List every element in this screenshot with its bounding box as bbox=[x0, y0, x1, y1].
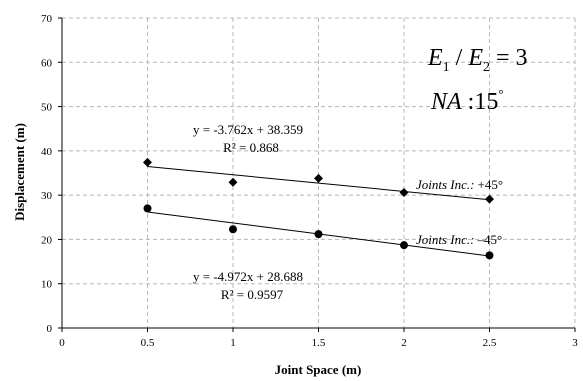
x-tick-label: 3 bbox=[572, 337, 578, 349]
y-tick-label: 20 bbox=[41, 234, 53, 246]
y-tick-label: 10 bbox=[41, 279, 53, 291]
series-label-lower-prefix: Joints Inc.: bbox=[416, 232, 474, 247]
y-tick-label: 70 bbox=[41, 13, 53, 25]
na-annotation: NA :15° bbox=[430, 86, 504, 115]
na-label: NA bbox=[430, 89, 462, 115]
data-point-series-1 bbox=[228, 177, 238, 187]
x-tick-label: 0 bbox=[59, 337, 65, 349]
ratio-e1: E bbox=[427, 45, 443, 71]
data-point-series-1 bbox=[399, 187, 409, 197]
y-tick-label: 0 bbox=[47, 323, 53, 335]
equation-upper: y = -3.762x + 38.359 bbox=[193, 122, 303, 137]
data-point-series-1 bbox=[485, 194, 494, 204]
y-axis-title: Displacement (m) bbox=[12, 123, 27, 221]
ratio-sub1: 1 bbox=[443, 60, 450, 75]
series-label-lower: Joints Inc.: –45° bbox=[416, 232, 502, 247]
y-tick-labels: 0 10 20 30 40 50 60 70 bbox=[41, 13, 53, 335]
ratio-sub2: 2 bbox=[483, 60, 490, 75]
data-points bbox=[143, 157, 494, 260]
data-point-series-1 bbox=[314, 173, 323, 183]
x-tick-label: 0.5 bbox=[141, 337, 155, 349]
data-point-series-2 bbox=[485, 251, 494, 260]
na-value: :15 bbox=[462, 89, 499, 115]
y-tick-label: 30 bbox=[41, 190, 53, 202]
x-axis-title: Joint Space (m) bbox=[275, 362, 362, 377]
x-tick-label: 2.5 bbox=[483, 337, 497, 349]
equation-lower: y = -4.972x + 28.688 bbox=[193, 269, 303, 284]
x-tick-labels: 0 0.5 1 1.5 2 2.5 3 bbox=[59, 337, 578, 349]
y-tick-label: 40 bbox=[41, 146, 53, 158]
na-degree: ° bbox=[498, 86, 503, 101]
ratio-e2: E bbox=[467, 45, 483, 71]
data-point-series-2 bbox=[143, 204, 152, 213]
ratio-annotation: E1 / E2 = 3 bbox=[427, 45, 528, 75]
data-point-series-2 bbox=[400, 241, 408, 250]
trendline-series-1 bbox=[147, 165, 490, 201]
y-tick-label: 50 bbox=[41, 102, 53, 114]
axes bbox=[58, 17, 576, 332]
data-point-series-2 bbox=[314, 230, 323, 239]
data-point-series-2 bbox=[229, 225, 237, 234]
ratio-slash: / bbox=[450, 45, 469, 71]
series-label-upper-angle: +45° bbox=[477, 177, 503, 192]
x-tick-label: 1 bbox=[230, 337, 236, 349]
x-tick-label: 1.5 bbox=[312, 337, 326, 349]
x-tick-label: 2 bbox=[401, 337, 407, 349]
series-label-upper-prefix: Joints Inc.: bbox=[416, 177, 474, 192]
r2-upper: R² = 0.868 bbox=[223, 140, 279, 155]
ratio-rhs: = 3 bbox=[490, 45, 528, 71]
y-tick-label: 60 bbox=[41, 57, 53, 69]
series-label-upper: Joints Inc.: +45° bbox=[416, 177, 503, 192]
series-label-lower-angle: –45° bbox=[476, 232, 502, 247]
grid bbox=[62, 17, 576, 328]
data-point-series-1 bbox=[143, 157, 152, 167]
r2-lower: R² = 0.9597 bbox=[221, 287, 284, 302]
